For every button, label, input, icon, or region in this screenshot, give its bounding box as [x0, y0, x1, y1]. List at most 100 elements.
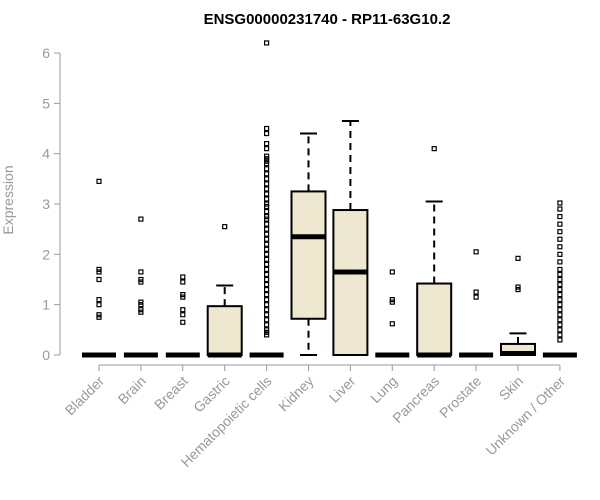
outlier-point [557, 297, 563, 303]
x-tick-label: Brain [115, 373, 149, 407]
iqr-box [332, 209, 369, 356]
outlier-point [557, 322, 563, 328]
outlier-point [264, 236, 270, 242]
x-tick-label: Unknown / Other [482, 373, 568, 459]
outlier-point [138, 279, 144, 285]
outlier-point [264, 176, 270, 182]
outlier-point [557, 332, 563, 338]
y-axis-label: Expression [0, 165, 16, 234]
outlier-point [264, 241, 270, 247]
outlier-point [264, 276, 270, 283]
box-pancreas [416, 146, 453, 358]
outlier-point [264, 141, 270, 147]
outlier-point [557, 312, 563, 318]
outlier-point [264, 286, 270, 293]
outlier-point [557, 206, 563, 212]
outlier-point [264, 302, 270, 308]
box-brain [123, 216, 158, 358]
outlier-point [557, 276, 563, 283]
outlier-point [389, 269, 395, 275]
outlier-point [264, 271, 270, 278]
outlier-point [264, 246, 270, 252]
y-tick-label: 3 [42, 196, 50, 212]
outlier-point [138, 269, 144, 275]
outlier-point [264, 216, 270, 222]
outlier-point [557, 259, 563, 265]
chart-title: ENSG00000231740 - RP11-63G10.2 [204, 11, 451, 28]
y-tick-label: 0 [42, 347, 50, 363]
box-liver [332, 119, 369, 356]
outlier-point [557, 307, 563, 313]
x-tick-label: Bladder [62, 373, 108, 419]
outlier-point [557, 327, 563, 333]
outlier-point [264, 191, 270, 197]
outlier-point [557, 302, 563, 308]
outlier-point [96, 297, 102, 303]
box-kidney [290, 132, 327, 356]
outlier-point [557, 229, 563, 235]
outlier-point [473, 294, 479, 300]
outlier-point [264, 322, 270, 328]
y-axis: 0 1 2 3 4 5 6 [42, 45, 61, 363]
outlier-point [264, 221, 270, 227]
outlier-point [264, 317, 270, 323]
outlier-point [264, 166, 270, 172]
x-tick-label: Pancreas [389, 373, 442, 426]
outlier-point [264, 332, 270, 338]
outlier-point [264, 208, 270, 215]
iqr-box [416, 282, 453, 357]
outlier-point [264, 231, 270, 237]
outlier-point [180, 294, 186, 300]
outlier-point [389, 321, 395, 327]
box-breast [165, 274, 200, 358]
outlier-point [264, 307, 270, 313]
outlier-point [557, 337, 563, 343]
y-tick-label: 1 [42, 297, 50, 313]
outlier-point [96, 302, 102, 308]
outlier-point [264, 292, 270, 298]
iqr-box [290, 190, 327, 320]
outlier-point [557, 244, 563, 250]
outlier-point [264, 196, 270, 202]
x-tick-label: Breast [151, 373, 191, 413]
box-bladder [82, 178, 116, 358]
outlier-point [473, 249, 479, 255]
x-tick-label: Liver [326, 373, 359, 406]
box-unknown-other [542, 200, 577, 358]
outlier-point [264, 281, 270, 288]
outlier-point [264, 297, 270, 303]
outlier-point [222, 224, 228, 230]
outlier-point [557, 236, 563, 242]
x-tick-label: Prostate [436, 373, 484, 421]
outlier-point [96, 314, 102, 320]
box-series [82, 40, 577, 358]
box-gastric [206, 224, 243, 358]
box-hematopoietic-cells [249, 40, 284, 358]
outlier-point [389, 299, 395, 305]
outlier-point [180, 307, 186, 313]
outlier-point [138, 216, 144, 222]
y-tick-label: 5 [42, 95, 50, 111]
x-tick-label: Kidney [275, 373, 317, 415]
outlier-point [557, 317, 563, 323]
box-skin [500, 255, 536, 356]
outlier-point [557, 271, 563, 278]
outlier-point [515, 286, 521, 293]
outlier-point [557, 213, 563, 220]
box-lung [375, 269, 410, 358]
outlier-point [264, 261, 270, 267]
outlier-point [138, 309, 144, 315]
box-prostate [459, 249, 494, 358]
x-tick-label: Skin [496, 373, 527, 404]
outlier-point [264, 130, 270, 137]
outlier-point [264, 203, 270, 210]
outlier-point [96, 269, 102, 275]
y-tick-label: 2 [42, 246, 50, 262]
outlier-point [557, 251, 563, 257]
outlier-point [557, 266, 563, 273]
iqr-box [206, 305, 243, 356]
outlier-point [557, 281, 563, 288]
outlier-point [180, 312, 186, 318]
